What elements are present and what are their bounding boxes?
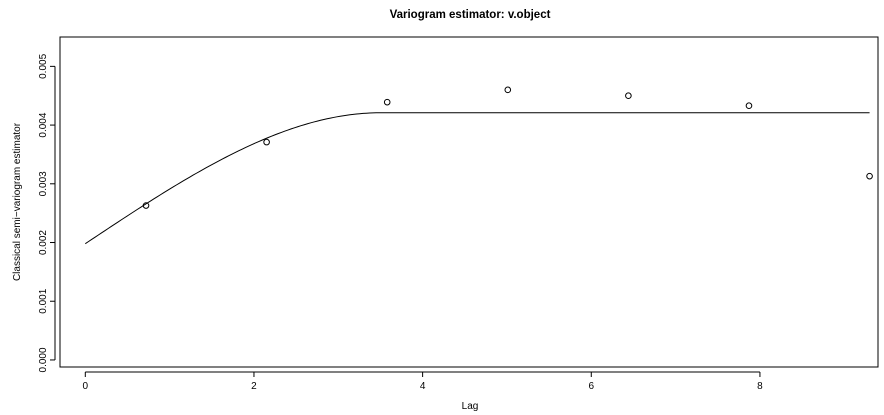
x-axis-label: Lag xyxy=(462,401,479,412)
x-tick-label: 4 xyxy=(420,381,426,392)
fitted-model-curve xyxy=(85,112,870,245)
y-tick-label: 0.000 xyxy=(38,347,49,372)
data-point xyxy=(142,202,150,209)
y-axis-label: Classical semi−variogram estimator xyxy=(12,122,23,281)
y-tick-label: 0.005 xyxy=(38,53,49,78)
x-tick-label: 0 xyxy=(83,381,89,392)
chart-title: Variogram estimator: v.object xyxy=(390,9,551,21)
x-tick-label: 6 xyxy=(588,381,594,392)
data-point xyxy=(263,138,270,146)
x-tick-label: 8 xyxy=(757,381,763,392)
x-tick-label: 2 xyxy=(251,381,257,392)
plot-frame xyxy=(59,36,879,368)
y-tick-label: 0.003 xyxy=(38,171,49,196)
data-point xyxy=(383,98,391,106)
data-point xyxy=(625,92,632,100)
data-point xyxy=(745,102,753,110)
y-tick-label: 0.002 xyxy=(38,230,49,255)
empirical-points xyxy=(142,86,873,209)
data-point xyxy=(866,172,873,180)
data-point xyxy=(504,86,512,94)
x-axis: 0 2 4 6 8 xyxy=(83,371,763,392)
y-tick-label: 0.004 xyxy=(38,112,49,137)
y-axis: 0.000 0.001 0.002 0.003 0.004 0.005 xyxy=(38,53,56,372)
y-tick-label: 0.001 xyxy=(38,288,49,313)
